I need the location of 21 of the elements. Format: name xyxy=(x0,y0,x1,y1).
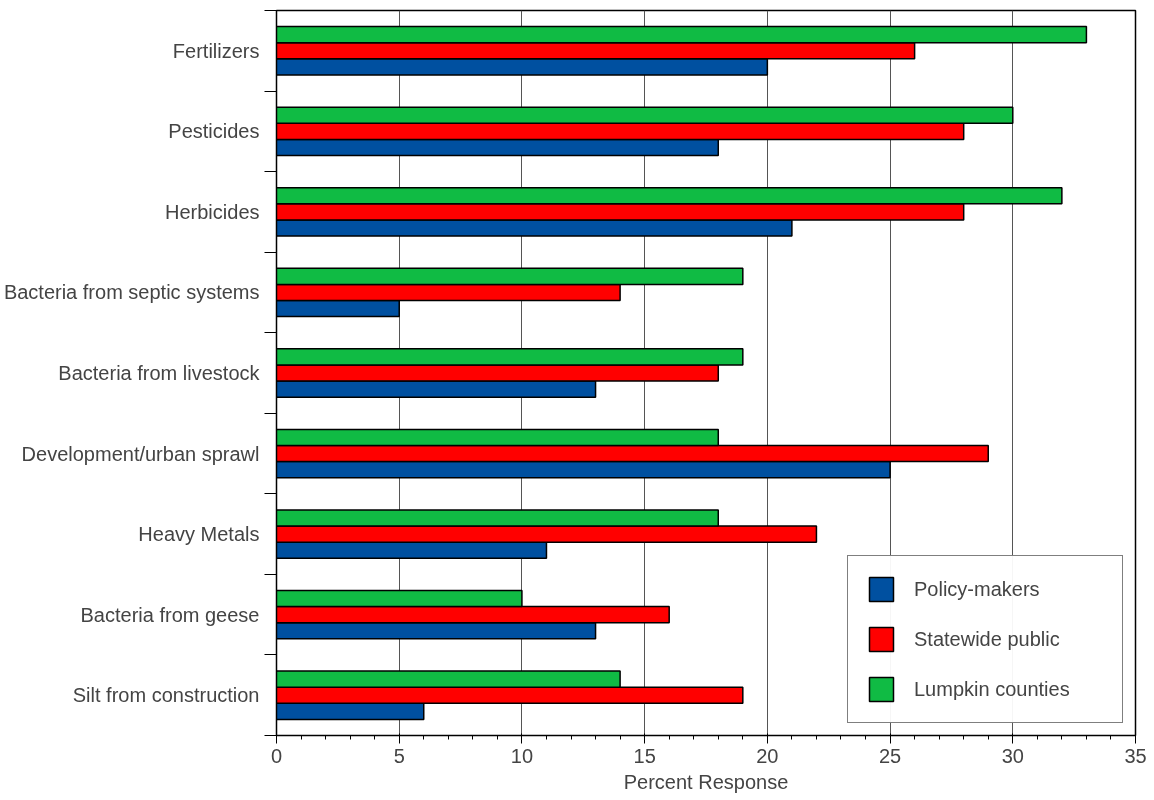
y-tick-label: Fertilizers xyxy=(172,39,260,62)
x-tick-label: 5 xyxy=(393,744,405,767)
x-tick-label: 30 xyxy=(1001,744,1024,767)
x-tick-label: 0 xyxy=(270,744,283,767)
x-tick-label: 10 xyxy=(510,744,534,767)
y-tick-label: Pesticides xyxy=(168,120,260,143)
y-tick-label: Bacteria from livestock xyxy=(58,362,261,384)
legend-label: Policy-makers xyxy=(914,577,1041,601)
x-tick-label: 25 xyxy=(878,744,902,767)
y-tick-label: Heavy Metals xyxy=(138,523,260,546)
y-tick-label: Silt from construction xyxy=(72,684,260,707)
legend-label: Lumpkin counties xyxy=(914,677,1071,701)
x-tick-label: 20 xyxy=(756,744,779,767)
y-tick-label: Herbicides xyxy=(165,200,260,223)
y-tick-label: Bacteria from septic systems xyxy=(3,281,260,304)
y-tick-label: Bacteria from geese xyxy=(80,603,260,626)
y-tick-label: Development/urban sprawl xyxy=(21,442,260,465)
legend-label: Statewide public xyxy=(914,627,1061,651)
x-tick-label: 35 xyxy=(1124,744,1147,767)
x-axis-title: Percent Response xyxy=(623,770,789,793)
x-tick-label: 15 xyxy=(633,744,656,767)
